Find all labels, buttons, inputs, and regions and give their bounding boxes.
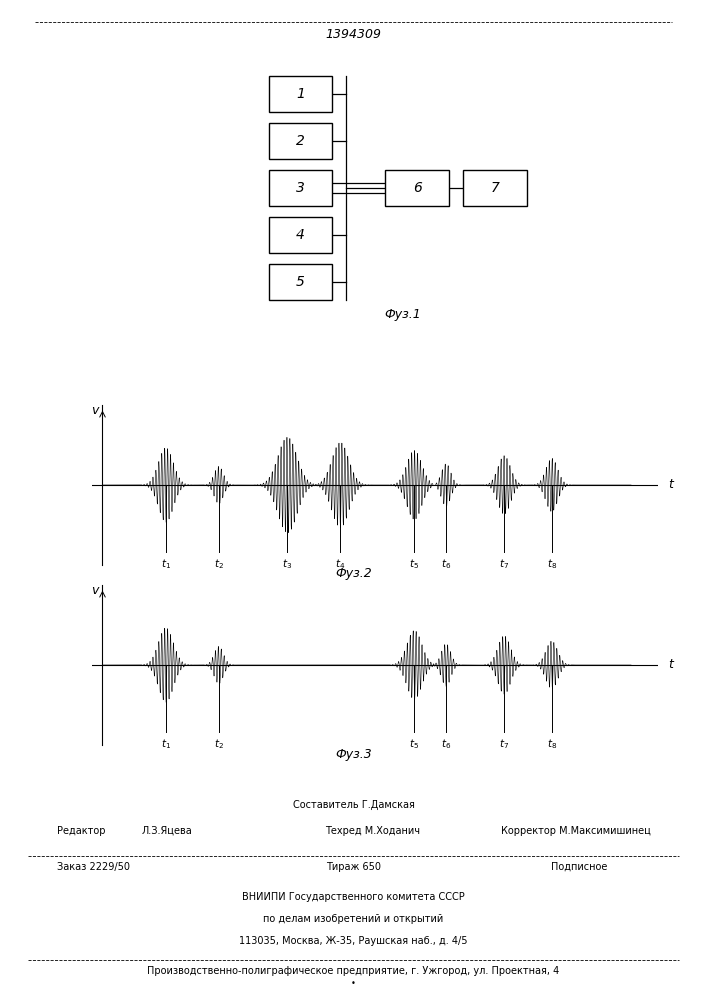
Text: v: v [91, 404, 98, 417]
Text: $t_6$: $t_6$ [441, 737, 451, 751]
Text: $t_7$: $t_7$ [499, 737, 509, 751]
Text: Редактор: Редактор [57, 826, 105, 836]
Bar [269, 264, 332, 300]
Text: Фуз.2: Фуз.2 [335, 567, 372, 580]
Text: Тираж 650: Тираж 650 [326, 862, 381, 872]
Text: Составитель Г.Дамская: Составитель Г.Дамская [293, 800, 414, 810]
Text: 7: 7 [491, 181, 499, 195]
Text: 1: 1 [296, 87, 305, 101]
Text: $t_6$: $t_6$ [441, 557, 451, 571]
Bar [269, 123, 332, 159]
Text: $t_1$: $t_1$ [161, 737, 171, 751]
Bar [463, 170, 527, 206]
Text: 3: 3 [296, 181, 305, 195]
Text: 113035, Москва, Ж-35, Раушская наб., д. 4/5: 113035, Москва, Ж-35, Раушская наб., д. … [239, 936, 468, 946]
Bar [385, 170, 449, 206]
Text: 5: 5 [296, 275, 305, 289]
Text: Производственно-полиграфическое предприятие, г. Ужгород, ул. Проектная, 4: Производственно-полиграфическое предприя… [147, 966, 560, 976]
Text: •: • [351, 979, 356, 988]
Text: 2: 2 [296, 134, 305, 148]
Text: t: t [668, 658, 673, 672]
Text: Заказ 2229/50: Заказ 2229/50 [57, 862, 129, 872]
Text: $t_4$: $t_4$ [335, 557, 346, 571]
Text: $t_8$: $t_8$ [547, 557, 557, 571]
Text: $t_5$: $t_5$ [409, 557, 419, 571]
Text: Фуз.1: Фуз.1 [385, 308, 421, 321]
Text: $t_2$: $t_2$ [214, 557, 223, 571]
Text: Подписное: Подписное [551, 862, 608, 872]
Text: $t_1$: $t_1$ [161, 557, 171, 571]
Text: Корректор М.Максимишинец: Корректор М.Максимишинец [501, 826, 650, 836]
Text: $t_2$: $t_2$ [214, 737, 223, 751]
Text: 4: 4 [296, 228, 305, 242]
Text: ВНИИПИ Государственного комитета СССР: ВНИИПИ Государственного комитета СССР [242, 892, 465, 902]
Text: $t_3$: $t_3$ [282, 557, 293, 571]
Text: Техред М.Ходанич: Техред М.Ходанич [325, 826, 420, 836]
Text: v: v [91, 584, 98, 597]
Text: $t_7$: $t_7$ [499, 557, 509, 571]
Text: $t_8$: $t_8$ [547, 737, 557, 751]
Text: t: t [668, 479, 673, 491]
Text: 6: 6 [413, 181, 421, 195]
Bar [269, 217, 332, 253]
Text: по делам изобретений и открытий: по делам изобретений и открытий [264, 914, 443, 924]
Text: Фуз.3: Фуз.3 [335, 748, 372, 761]
Text: 1394309: 1394309 [325, 28, 382, 41]
Bar [269, 76, 332, 112]
Bar [269, 170, 332, 206]
Text: Л.З.Яцева: Л.З.Яцева [141, 826, 192, 836]
Text: $t_5$: $t_5$ [409, 737, 419, 751]
